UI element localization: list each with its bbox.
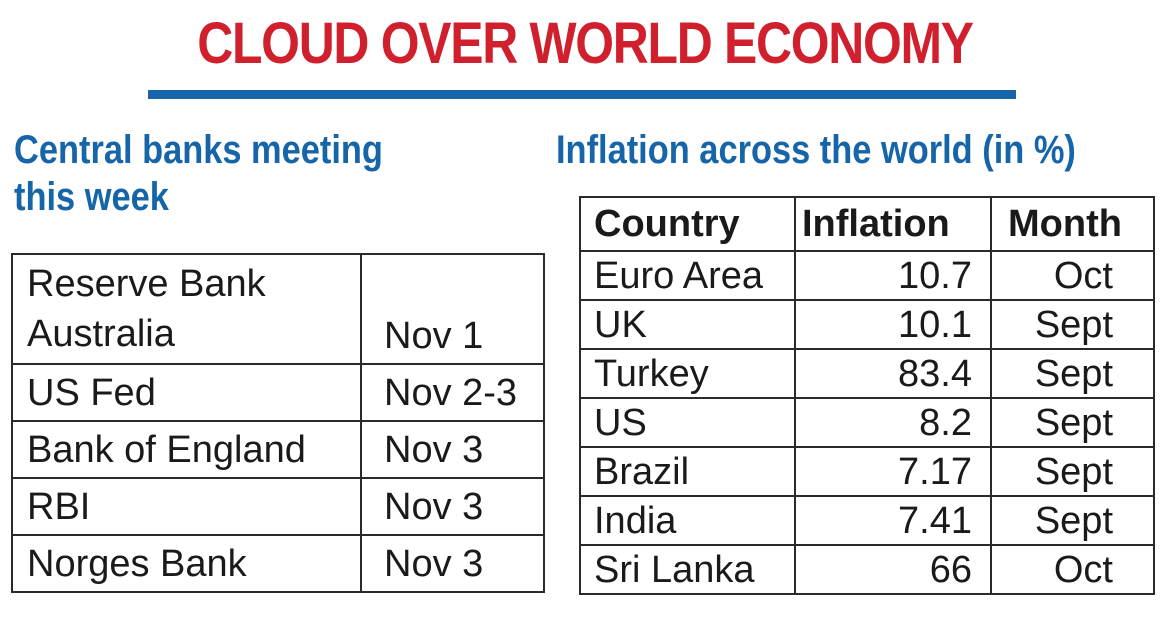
bank-name-cell: Norges Bank	[11, 534, 362, 593]
country-cell: India	[579, 495, 796, 546]
headline-underline	[148, 90, 1016, 99]
table-row: UK 10.1 Sept	[579, 299, 1155, 350]
meeting-date-cell: Nov 1	[360, 253, 545, 365]
country-cell: Euro Area	[579, 250, 796, 301]
meeting-date-cell: Nov 3	[360, 420, 545, 479]
meetings-title-line2: this week	[14, 175, 169, 219]
inflation-cell: 8.2	[794, 397, 992, 448]
bank-name-cell: Bank of England	[11, 420, 362, 479]
bank-name-cell: US Fed	[11, 363, 362, 422]
table-row: Sri Lanka 66 Oct	[579, 544, 1155, 595]
meeting-date-cell: Nov 2-3	[360, 363, 545, 422]
headline: CLOUD OVER WORLD ECONOMY	[197, 11, 974, 76]
country-cell: Brazil	[579, 446, 796, 497]
bank-name-cell: RBI	[11, 477, 362, 536]
table-row: Reserve Bank Australia Nov 1	[11, 253, 545, 365]
table-row: India 7.41 Sept	[579, 495, 1155, 546]
table-row: Turkey 83.4 Sept	[579, 348, 1155, 399]
meeting-date-cell: Nov 3	[360, 477, 545, 536]
meeting-date-cell: Nov 3	[360, 534, 545, 593]
table-row: Norges Bank Nov 3	[11, 534, 545, 593]
column-header-country: Country	[579, 196, 796, 252]
inflation-table: Country Inflation Month Euro Area 10.7 O…	[579, 196, 1155, 595]
month-cell: Sept	[990, 446, 1155, 497]
table-row: US 8.2 Sept	[579, 397, 1155, 448]
table-header-row: Country Inflation Month	[579, 196, 1155, 252]
table-row: Bank of England Nov 3	[11, 420, 545, 479]
inflation-cell: 10.1	[794, 299, 992, 350]
month-cell: Sept	[990, 348, 1155, 399]
month-cell: Oct	[990, 250, 1155, 301]
inflation-cell: 66	[794, 544, 992, 595]
inflation-cell: 10.7	[794, 250, 992, 301]
inflation-cell: 7.41	[794, 495, 992, 546]
country-cell: Turkey	[579, 348, 796, 399]
inflation-cell: 83.4	[794, 348, 992, 399]
country-cell: UK	[579, 299, 796, 350]
bank-name-cell: Reserve Bank Australia	[11, 253, 362, 365]
country-cell: US	[579, 397, 796, 448]
month-cell: Oct	[990, 544, 1155, 595]
column-header-inflation: Inflation	[794, 196, 992, 252]
meetings-title: Central banks meeting this week	[14, 127, 383, 221]
country-cell: Sri Lanka	[579, 544, 796, 595]
table-row: Brazil 7.17 Sept	[579, 446, 1155, 497]
column-header-month: Month	[990, 196, 1155, 252]
table-row: RBI Nov 3	[11, 477, 545, 536]
table-row: US Fed Nov 2-3	[11, 363, 545, 422]
central-bank-meetings-table: Reserve Bank Australia Nov 1 US Fed Nov …	[11, 253, 545, 593]
inflation-cell: 7.17	[794, 446, 992, 497]
table-row: Euro Area 10.7 Oct	[579, 250, 1155, 301]
month-cell: Sept	[990, 495, 1155, 546]
meetings-title-line1: Central banks meeting	[14, 128, 383, 172]
inflation-title: Inflation across the world (in %)	[556, 128, 1076, 172]
month-cell: Sept	[990, 397, 1155, 448]
month-cell: Sept	[990, 299, 1155, 350]
